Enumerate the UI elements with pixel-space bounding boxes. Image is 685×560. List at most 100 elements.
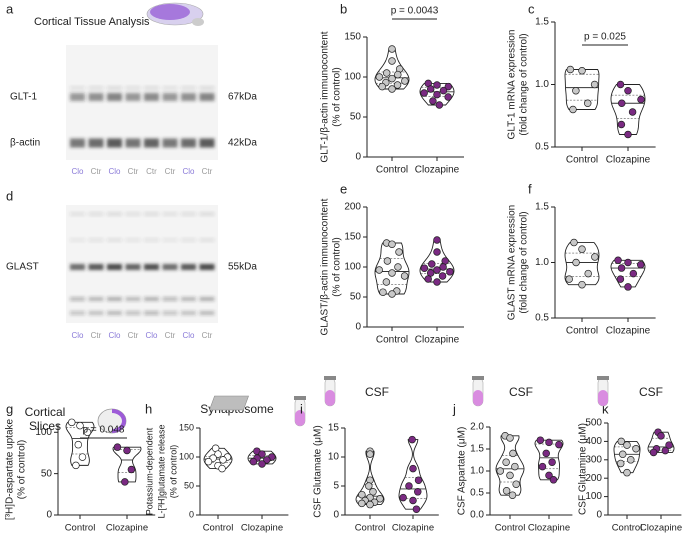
tube-cap [472,376,484,380]
y-tick-label: 1.0 [535,257,549,268]
violin-chart: e 0 50 100 150 200 GLAST/β-actin immunocontent… [320,181,464,346]
data-point [549,476,558,484]
blot-band [70,297,85,301]
violin [613,440,641,474]
data-point [382,278,391,286]
data-point [511,462,519,471]
y-tick-label: 0 [596,510,602,521]
y-tick-label: 100 [35,427,52,438]
data-point [439,263,447,271]
y-tick-label: 100 [344,72,361,83]
data-point [369,488,377,496]
x-tick-label: Clozapine [528,523,570,534]
data-point [358,490,366,499]
data-point [412,505,421,513]
blot-band [162,93,178,101]
blot-band [181,238,196,242]
tube-cap [324,376,336,380]
data-point [649,448,658,457]
x-tick-label: Control [566,155,598,166]
y-axis-label: (fold change of control) [519,211,530,313]
data-point [424,275,432,283]
y-tick-label: 50 [350,112,362,123]
data-point [113,443,122,451]
data-point [439,86,448,95]
data-point [74,440,83,449]
violin [564,69,600,110]
data-point [624,130,632,139]
y-axis-label: (% of control) [332,237,343,296]
data-point [388,85,396,93]
y-tick-label: 50 [41,468,53,479]
data-point [263,456,271,464]
data-point [584,269,592,278]
data-point [249,457,258,466]
y-tick-label: 0 [189,509,194,519]
band-size: 42kDa [228,138,257,149]
data-point [591,253,599,261]
blot-band [181,212,196,216]
blot-band [125,212,141,216]
blot-band [125,297,141,301]
data-point [358,499,366,508]
blot-band [181,138,196,148]
blot-band [162,264,178,270]
p-value: p = 0.025 [584,32,626,43]
data-point [127,465,136,474]
x-tick-label: Clozapine [606,326,651,337]
y-tick-label: 100 [179,451,194,461]
blot-band [107,311,122,315]
y-tick-label: 0.5 [535,142,549,153]
data-point [636,260,645,269]
y-tick-label: 15 [328,423,340,434]
data-point [72,461,80,470]
violin [647,431,675,453]
data-point [258,460,266,468]
blot-band [125,86,141,90]
panel-letter: k [602,401,609,416]
data-point [444,82,453,91]
blot-band [144,311,159,315]
data-point [569,105,577,114]
data-point [438,272,447,280]
y-tick-label: 5 [333,481,339,492]
brain-icon [146,2,204,26]
data-point [624,258,632,267]
violin [203,447,233,470]
blot-band [70,138,85,148]
data-point [365,482,373,490]
blot-band [88,238,104,242]
data-point [536,436,545,444]
blot-band [181,93,196,101]
data-point [388,269,396,277]
data-point [508,491,517,499]
data-point [624,283,632,291]
lane-label: Ctr [202,167,213,176]
data-point [617,437,626,446]
panel-header: CSF [639,385,663,399]
data-point [429,97,437,105]
data-point [420,89,428,97]
data-point [409,464,417,473]
y-tick-label: 0 [355,322,361,333]
y-tick-label: 50 [350,292,362,303]
panel-header: CSF [509,385,533,399]
blot-band [107,212,122,216]
data-point [383,257,392,265]
y-axis-label: Potassium-dependent [144,427,154,515]
lane-label: Ctr [165,167,176,176]
blot-band [107,138,122,148]
data-point [420,264,429,272]
data-point [617,120,626,129]
y-tick-label: 100 [344,262,361,273]
blot-band [162,86,178,90]
y-axis-label: GLAST/β-actin immunocontent [320,198,331,335]
blot-band [88,212,104,216]
y-tick-label: 1.5 [535,17,549,28]
p-value: p = 0.0043 [391,6,439,17]
tube-liquid [325,390,335,406]
x-tick-label: Control [566,326,598,337]
y-axis-label: (% of control) [168,445,178,499]
data-point [433,236,441,244]
data-point [433,266,441,274]
